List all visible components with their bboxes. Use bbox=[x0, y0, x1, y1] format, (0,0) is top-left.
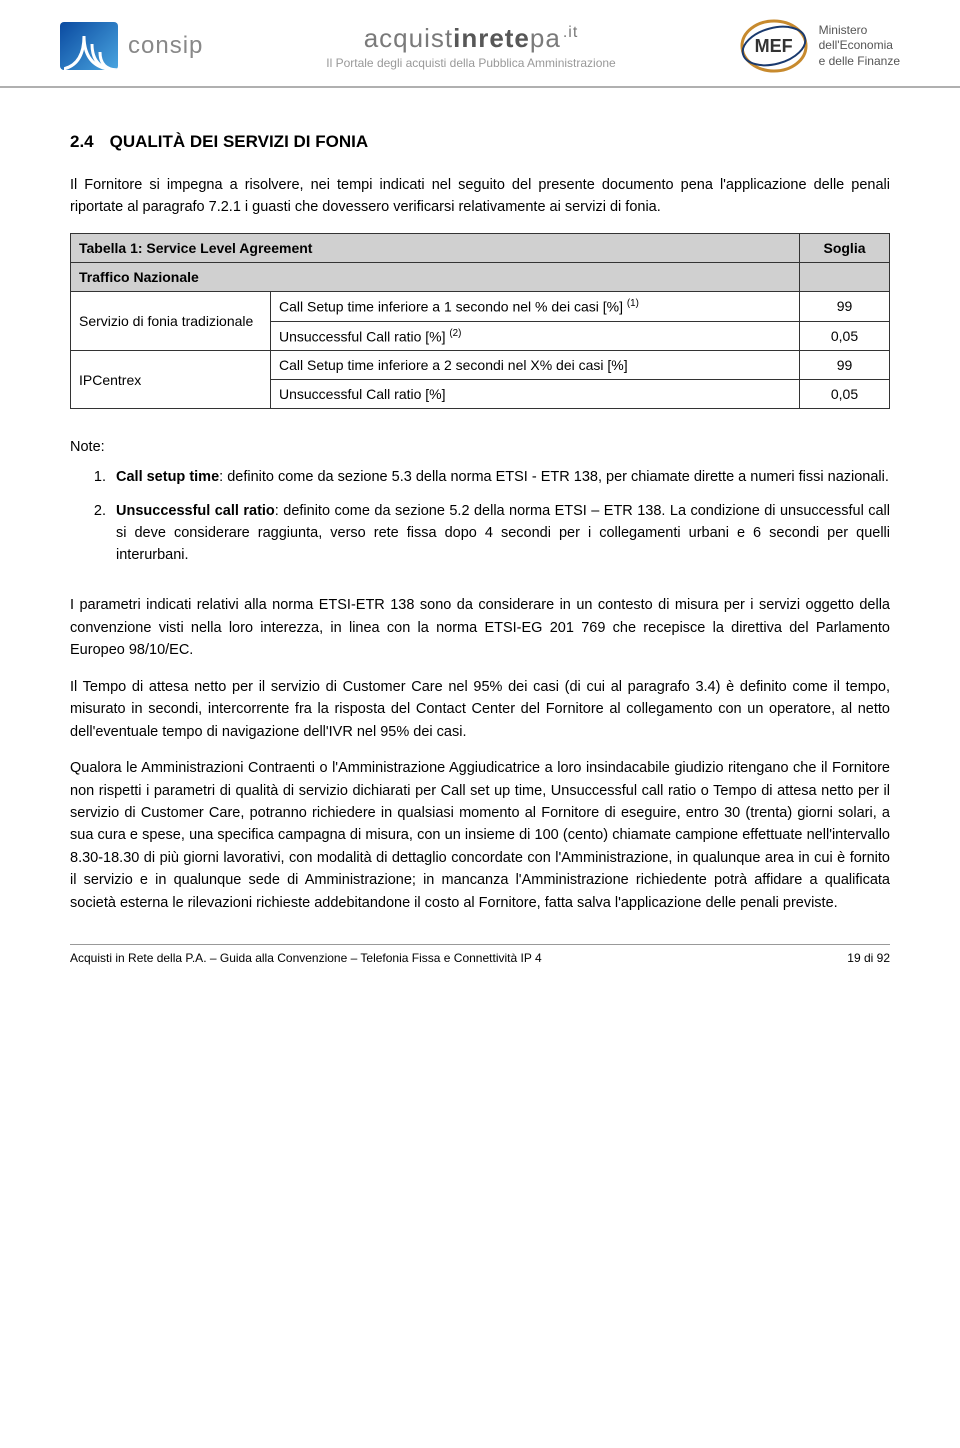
page-body: 2.4QUALITÀ DEI SERVIZI DI FONIA Il Forni… bbox=[0, 132, 960, 995]
cell-r2b-desc: Unsuccessful Call ratio [%] bbox=[271, 380, 800, 409]
mef-text: Ministero dell'Economia e delle Finanze bbox=[819, 23, 900, 70]
cell-r1a-desc: Call Setup time inferiore a 1 secondo ne… bbox=[271, 291, 800, 321]
cell-servizio: Servizio di fonia tradizionale bbox=[71, 291, 271, 350]
mef-ellipse-icon: MEF bbox=[739, 18, 809, 74]
paragraph-etsi: I parametri indicati relativi alla norma… bbox=[70, 594, 890, 661]
section-title: 2.4QUALITÀ DEI SERVIZI DI FONIA bbox=[70, 132, 890, 152]
intro-paragraph: Il Fornitore si impegna a risolvere, nei… bbox=[70, 174, 890, 219]
paragraph-qualora: Qualora le Amministrazioni Contraenti o … bbox=[70, 757, 890, 914]
note-1: Call setup time: definito come da sezion… bbox=[110, 467, 890, 489]
th-soglia: Soglia bbox=[800, 233, 890, 262]
paragraph-tempo: Il Tempo di attesa netto per il servizio… bbox=[70, 676, 890, 743]
cell-r1a-val: 99 bbox=[800, 291, 890, 321]
notes-heading: Note: bbox=[70, 439, 890, 455]
acquistinrete-logo: acquistinretepa.it Il Portale degli acqu… bbox=[326, 23, 615, 70]
cell-r2a-val: 99 bbox=[800, 351, 890, 380]
page-header: consip acquistinretepa.it Il Portale deg… bbox=[0, 0, 960, 88]
cell-r1b-desc: Unsuccessful Call ratio [%] (2) bbox=[271, 321, 800, 351]
consip-icon bbox=[60, 22, 118, 70]
consip-logo: consip bbox=[60, 22, 203, 70]
cell-ipcentrex: IPCentrex bbox=[71, 351, 271, 409]
footer-left: Acquisti in Rete della P.A. – Guida alla… bbox=[70, 951, 542, 965]
notes-list: Call setup time: definito come da sezion… bbox=[110, 467, 890, 566]
mef-logo: MEF Ministero dell'Economia e delle Fina… bbox=[739, 18, 900, 74]
acq-main: acquistinretepa.it bbox=[326, 23, 615, 54]
note-2: Unsuccessful call ratio: definito come d… bbox=[110, 501, 890, 566]
cell-r2b-val: 0,05 bbox=[800, 380, 890, 409]
th-caption: Tabella 1: Service Level Agreement bbox=[71, 233, 800, 262]
page-footer: Acquisti in Rete della P.A. – Guida alla… bbox=[70, 944, 890, 965]
sla-table: Tabella 1: Service Level Agreement Sogli… bbox=[70, 233, 890, 409]
acq-subtitle: Il Portale degli acquisti della Pubblica… bbox=[326, 56, 615, 70]
consip-text: consip bbox=[128, 32, 203, 60]
cell-r1b-val: 0,05 bbox=[800, 321, 890, 351]
footer-page: 19 di 92 bbox=[847, 951, 890, 965]
cell-r2a-desc: Call Setup time inferiore a 2 secondi ne… bbox=[271, 351, 800, 380]
row-traffic: Traffico Nazionale bbox=[71, 262, 800, 291]
